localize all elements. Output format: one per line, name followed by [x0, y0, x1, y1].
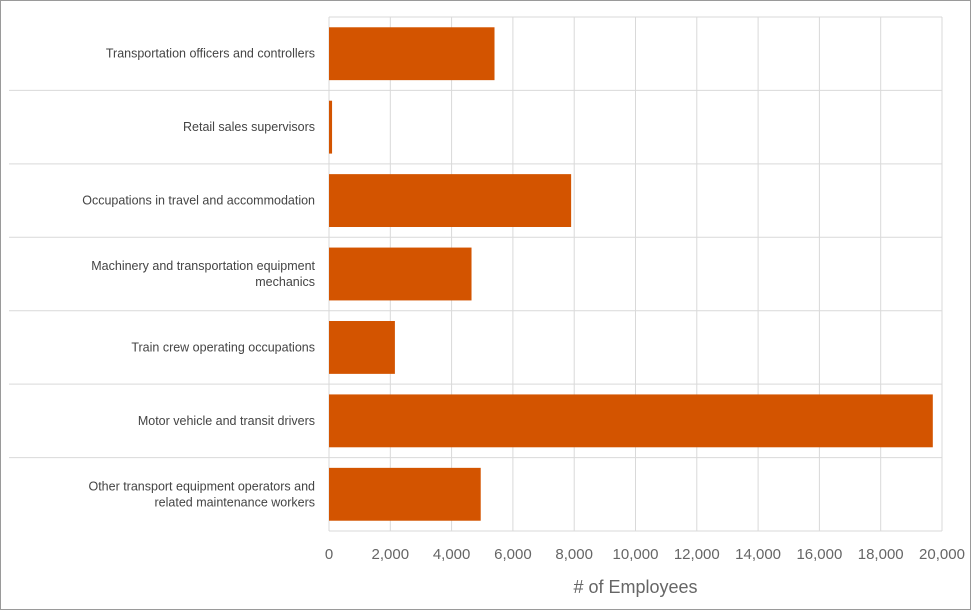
x-tick-label: 14,000	[735, 546, 781, 563]
bar	[329, 174, 572, 228]
x-tick-label: 10,000	[613, 546, 659, 563]
x-axis-title: # of Employees	[573, 577, 697, 597]
category-label-line: Train crew operating occupations	[131, 340, 315, 354]
category-label: Train crew operating occupations	[131, 340, 315, 354]
category-label: Other transport equipment operators and r…	[88, 479, 315, 509]
category-label: Transportation officers and controllers	[106, 47, 315, 61]
x-tick-label: 4,000	[433, 546, 471, 563]
category-label-line: Retail sales supervisors	[183, 120, 315, 134]
bar	[329, 247, 472, 301]
category-label-line: Machinery and transportation equipment	[91, 259, 315, 273]
bar	[329, 100, 333, 154]
category-label: Machinery and transportation equipment me…	[91, 259, 315, 289]
category-label-line: mechanics	[255, 275, 315, 289]
x-tick-label: 0	[325, 546, 333, 563]
category-label-line: Occupations in travel and accommodation	[82, 194, 315, 208]
x-tick-label: 20,000	[919, 546, 965, 563]
x-tick-label: 2,000	[372, 546, 410, 563]
x-tick-label: 18,000	[858, 546, 904, 563]
category-labels: Transportation officers and controllers R…	[82, 47, 315, 510]
category-label: Motor vehicle and transit drivers	[138, 414, 315, 428]
bars	[329, 27, 933, 521]
x-tick-label: 16,000	[796, 546, 842, 563]
category-label-line: Motor vehicle and transit drivers	[138, 414, 315, 428]
bar	[329, 467, 481, 521]
category-label: Occupations in travel and accommodation	[82, 194, 315, 208]
category-label-line: Other transport equipment operators and	[88, 479, 315, 493]
bar	[329, 320, 395, 374]
x-tick-labels: 0 2,000 4,000 6,000 8,000 10,000 12,000 14,000 1…	[325, 546, 965, 563]
category-label-line: Transportation officers and controllers	[106, 47, 315, 61]
x-tick-label: 12,000	[674, 546, 720, 563]
x-tick-label: 6,000	[494, 546, 532, 563]
category-label-line: related maintenance workers	[155, 495, 316, 509]
x-tick-label: 8,000	[555, 546, 593, 563]
bar	[329, 394, 933, 448]
bar	[329, 27, 495, 81]
gridlines	[9, 16, 943, 532]
category-label: Retail sales supervisors	[183, 120, 315, 134]
